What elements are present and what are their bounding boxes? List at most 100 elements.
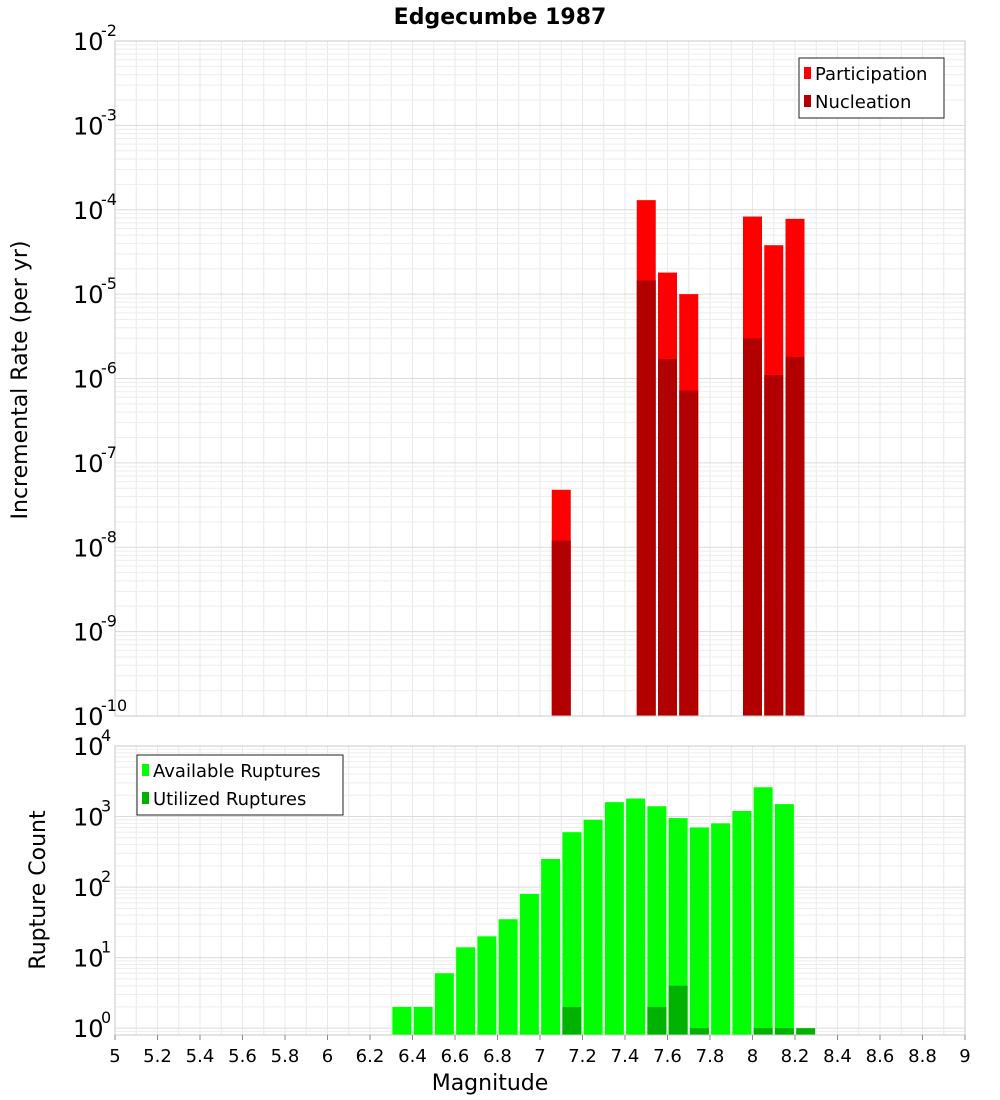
x-tick-label: 5.4 <box>186 1046 215 1067</box>
x-tick-label: 8 <box>747 1046 758 1067</box>
rate-y-tick-exponent: -5 <box>101 274 117 293</box>
x-tick-label: 9 <box>959 1046 970 1067</box>
x-tick-label: 8.2 <box>781 1046 810 1067</box>
count-y-tick-label: 10 <box>73 733 104 761</box>
x-tick-label: 7.8 <box>696 1046 725 1067</box>
count-y-tick-exponent: 2 <box>101 867 111 886</box>
count-bar-a <box>434 973 454 1035</box>
rate-y-tick-exponent: -4 <box>101 190 117 209</box>
count-legend-label: Available Ruptures <box>153 761 321 782</box>
count-bar-a <box>626 798 646 1035</box>
count-bar-a <box>583 819 603 1035</box>
x-tick-label: 5 <box>109 1046 120 1067</box>
rate-y-tick-label: 10 <box>73 28 104 56</box>
x-tick-label: 5.8 <box>271 1046 300 1067</box>
count-bar-a <box>689 827 709 1035</box>
x-tick-label: 6.4 <box>398 1046 427 1067</box>
count-bar-a <box>604 802 624 1035</box>
count-bar-a <box>774 804 794 1035</box>
count-y-tick-label: 10 <box>73 804 104 832</box>
rate-bar-b <box>743 338 762 716</box>
chart-title: Edgecumbe 1987 <box>394 5 607 30</box>
count-bar-a <box>498 919 518 1035</box>
x-tick-label: 6.6 <box>441 1046 470 1067</box>
count-y-tick-exponent: 4 <box>101 726 111 745</box>
count-bar-b <box>562 1006 582 1035</box>
count-bar-a <box>753 787 773 1035</box>
grid-lines <box>114 41 966 717</box>
count-bar-a <box>732 810 752 1035</box>
count-bar-a <box>668 818 688 1035</box>
rate-y-tick-exponent: -10 <box>101 696 127 715</box>
x-tick-label: 7.4 <box>611 1046 640 1067</box>
rate-bar-b <box>785 356 805 716</box>
count-legend-label: Utilized Ruptures <box>153 789 306 810</box>
count-bar-b <box>774 1028 794 1035</box>
rate-y-axis-label: Incremental Rate (per yr) <box>8 241 33 520</box>
rate-legend-label: Nucleation <box>815 92 911 113</box>
rate-bar-b <box>636 280 656 716</box>
rate-y-tick-exponent: -8 <box>101 527 117 546</box>
rate-y-tick-label: 10 <box>73 703 104 731</box>
rate-y-tick-label: 10 <box>73 281 104 309</box>
count-y-tick-exponent: 0 <box>101 1008 111 1027</box>
x-tick-label: 6.2 <box>356 1046 385 1067</box>
count-bar-a <box>519 893 539 1035</box>
rate-y-tick-label: 10 <box>73 366 104 394</box>
count-bar-b <box>753 1028 773 1035</box>
count-legend-swatch <box>142 792 149 804</box>
count-y-axis-label: Rupture Count <box>26 810 51 970</box>
rate-legend-swatch <box>804 67 811 79</box>
count-legend-swatch <box>142 764 149 776</box>
x-axis-label: Magnitude <box>432 1071 549 1096</box>
count-bar-b <box>647 1006 667 1035</box>
count-bar-a <box>392 1006 412 1035</box>
grid-lines <box>114 746 966 1036</box>
x-tick-label: 8.6 <box>866 1046 895 1067</box>
count-bar-a <box>456 947 476 1035</box>
rate-y-tick-exponent: -9 <box>101 612 117 631</box>
count-legend <box>136 754 344 816</box>
x-tick-label: 8.8 <box>908 1046 937 1067</box>
count-y-tick-exponent: 3 <box>101 797 111 816</box>
rate-legend-label: Participation <box>815 64 927 85</box>
rate-y-tick-exponent: -3 <box>101 105 117 124</box>
count-bar-a <box>647 806 667 1035</box>
count-y-tick-exponent: 1 <box>101 938 111 957</box>
rate-y-tick-exponent: -6 <box>101 359 117 378</box>
x-tick-label: 7.6 <box>653 1046 682 1067</box>
rate-y-tick-label: 10 <box>73 450 104 478</box>
count-bar-b <box>668 985 688 1035</box>
x-tick-label: 5.2 <box>143 1046 172 1067</box>
x-tick-label: 6 <box>322 1046 333 1067</box>
rate-bar-b <box>679 390 699 716</box>
rate-y-tick-label: 10 <box>73 112 104 140</box>
count-bar-b <box>689 1028 709 1035</box>
x-tick-label: 6.8 <box>483 1046 512 1067</box>
rate-y-tick-label: 10 <box>73 197 104 225</box>
x-tick-label: 5.6 <box>228 1046 257 1067</box>
count-bar-a <box>562 832 582 1035</box>
rate-bar-b <box>551 540 571 716</box>
count-bar-a <box>477 936 497 1035</box>
rate-legend-swatch <box>804 95 811 107</box>
x-tick-label: 7 <box>534 1046 545 1067</box>
count-bar-a <box>413 1006 433 1035</box>
count-y-tick-label: 10 <box>73 874 104 902</box>
rate-y-tick-label: 10 <box>73 534 104 562</box>
count-bar-a <box>541 859 561 1035</box>
count-bar-b <box>796 1028 816 1035</box>
rate-bar-b <box>764 375 784 716</box>
rate-y-tick-exponent: -7 <box>101 443 117 462</box>
x-tick-label: 8.4 <box>823 1046 852 1067</box>
rate-bar-b <box>658 359 677 716</box>
count-y-tick-label: 10 <box>73 1015 104 1043</box>
x-tick-label: 7.2 <box>568 1046 597 1067</box>
rate-y-tick-label: 10 <box>73 619 104 647</box>
count-y-tick-label: 10 <box>73 945 104 973</box>
rate-legend <box>798 57 945 119</box>
rate-y-tick-exponent: -2 <box>101 21 117 40</box>
count-bar-a <box>711 823 731 1035</box>
plot-frame <box>114 40 966 717</box>
